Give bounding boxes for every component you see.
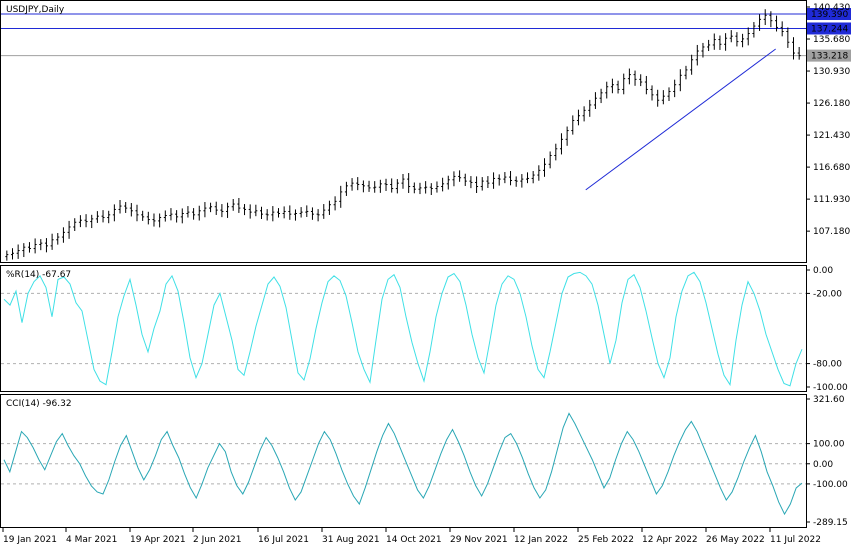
x-tick-label: 19 Apr 2021 — [130, 535, 186, 545]
cci-panel-frame — [0, 394, 807, 528]
x-tick-label: 29 Nov 2021 — [450, 535, 508, 545]
wr-tick-label: -80.00 — [813, 360, 842, 370]
price-tick-label: 121.430 — [813, 131, 850, 141]
price-tick-label: 140.430 — [813, 3, 850, 13]
price-tick-label: 116.680 — [813, 163, 850, 173]
x-tick-label: 26 May 2022 — [706, 535, 765, 545]
price-series-layer — [1, 9, 806, 261]
wr-tick-label: -20.00 — [813, 289, 842, 299]
trendline — [585, 48, 776, 191]
williams-r-line — [3, 271, 803, 387]
wr-tick-label: 0.00 — [813, 266, 833, 276]
level-label: 133.218 — [811, 52, 848, 62]
symbol-title: USDJPY,Daily — [6, 5, 65, 15]
level-label-bg — [807, 49, 851, 62]
cci-layer — [1, 412, 806, 516]
cci-tick-label: -289.15 — [813, 518, 848, 528]
williams-r-layer — [1, 271, 806, 387]
price-tick-label: 130.930 — [813, 67, 850, 77]
cci-title: CCI(14) -96.32 — [6, 399, 72, 409]
cci-line — [3, 412, 803, 516]
wr-tick-label: -100.00 — [813, 383, 848, 393]
level-label-bg — [807, 8, 851, 21]
cci-tick-label: -100.00 — [813, 480, 848, 490]
x-tick-label: 16 Jul 2021 — [258, 535, 309, 545]
x-tick-label: 19 Jan 2021 — [3, 535, 57, 545]
price-panel-frame — [0, 0, 807, 263]
level-label-bg — [807, 22, 851, 35]
cci-tick-label: 100.00 — [813, 440, 845, 450]
x-tick-label: 12 Jan 2022 — [514, 535, 568, 545]
cci-tick-label: 0.00 — [813, 460, 833, 470]
price-tick-label: 135.680 — [813, 35, 850, 45]
wr-panel-frame — [0, 265, 807, 392]
level-label: 137.244 — [811, 24, 848, 34]
price-tick-label: 126.180 — [813, 99, 850, 109]
williams-r-title: %R(14) -67.67 — [6, 270, 71, 280]
x-tick-label: 25 Feb 2022 — [578, 535, 634, 545]
x-tick-label: 14 Oct 2021 — [386, 535, 442, 545]
cci-tick-label: 321.60 — [813, 395, 845, 405]
x-tick-label: 11 Jul 2022 — [770, 535, 821, 545]
x-tick-label: 12 Apr 2022 — [642, 535, 698, 545]
x-tick-label: 2 Jun 2021 — [193, 535, 241, 545]
axis-labels-layer: 139.390 137.244 133.218 140.430 135.680 130.9… — [2, 3, 851, 545]
price-tick-label: 111.930 — [813, 195, 850, 205]
price-tick-label: 107.180 — [813, 227, 850, 237]
x-tick-label: 4 Mar 2021 — [66, 535, 117, 545]
x-tick-label: 31 Aug 2021 — [322, 535, 380, 545]
level-label: 139.390 — [811, 10, 848, 20]
